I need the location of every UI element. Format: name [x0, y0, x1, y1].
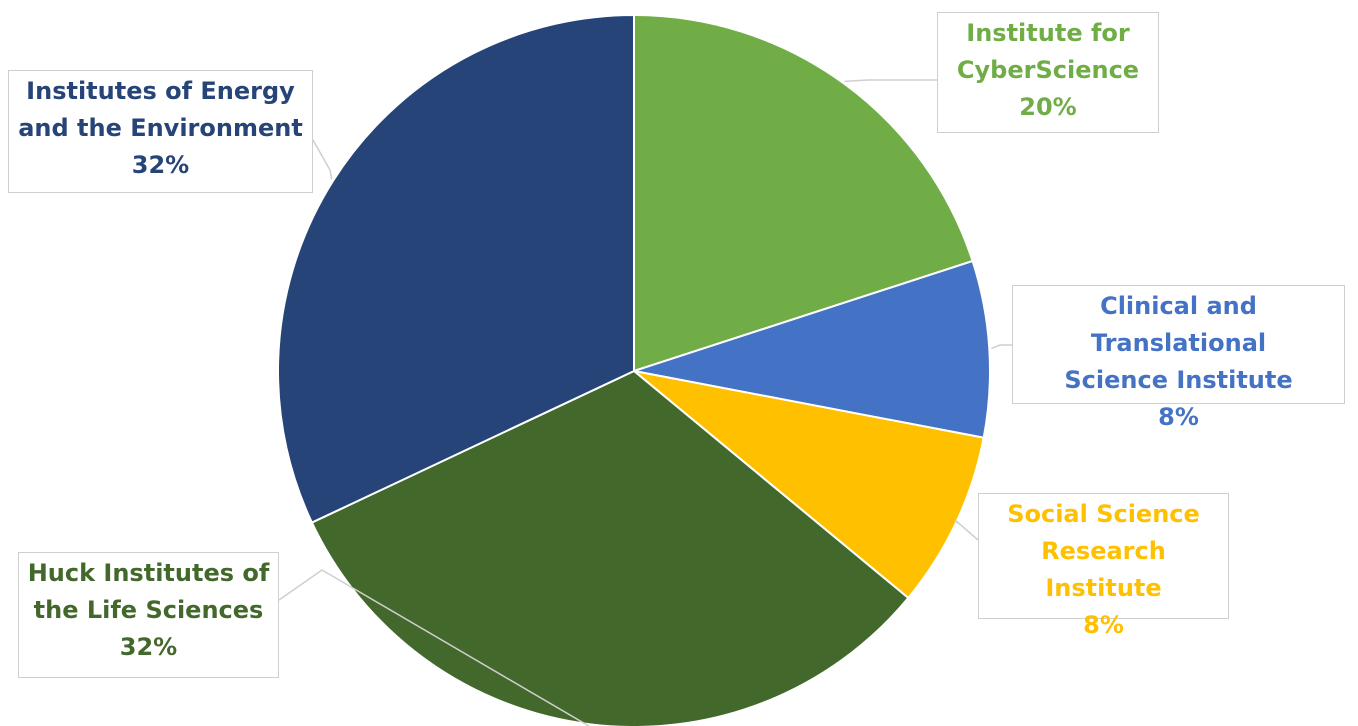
callout-label-clinical-and-translational: Clinical and Translational Science Insti… — [1012, 285, 1345, 431]
callout-label-value: 32% — [119, 633, 178, 661]
pie-slices — [277, 13, 991, 726]
callout-label-value: 8% — [1158, 403, 1199, 431]
pie-slice-institutes-of-energy-and-the-environment — [277, 13, 635, 524]
callout-label-line1: Institute for — [966, 19, 1130, 47]
callout-leader-lines — [278, 79, 1012, 726]
callout-label-social-science-research: Social Science Research Institute 8% — [978, 493, 1229, 639]
leader-line-social-science — [954, 519, 979, 541]
callout-label-line2: and the Environment — [18, 114, 303, 142]
leader-line-huck-institutes-of — [278, 569, 590, 726]
pie-slice-institute-for-cyberscience — [633, 13, 974, 373]
callout-label-institutes-of-energy: Institutes of Energy and the Environment… — [8, 70, 313, 193]
pie-slice-huck-institutes-of-the-life-sciences — [310, 369, 910, 726]
leader-line-clinical-and-translational — [991, 344, 1012, 350]
pie-slice-clinical-and-translational-science-institute — [633, 259, 991, 439]
leader-line-institute-for — [844, 79, 937, 83]
callout-label-line2: CyberScience — [956, 56, 1140, 84]
callout-label-line2: Research Institute — [1041, 537, 1166, 602]
callout-label-huck-institutes: Huck Institutes of the Life Sciences 32% — [18, 552, 279, 678]
callout-label-line2: Science Institute — [1064, 366, 1293, 394]
callout-label-line1: Institutes of Energy — [26, 77, 295, 105]
callout-label-line1: Clinical and Translational — [1090, 292, 1267, 357]
callout-label-value: 32% — [131, 151, 190, 179]
callout-label-value: 8% — [1083, 611, 1124, 639]
pie-slice-social-science-research-institute — [633, 370, 985, 600]
callout-label-line1: Huck Institutes of — [27, 559, 270, 587]
callout-label-line1: Social Science — [1007, 500, 1200, 528]
callout-label-line2: the Life Sciences — [33, 596, 264, 624]
callout-label-value: 20% — [1019, 93, 1077, 121]
callout-label-institute-for-cyberscience: Institute for CyberScience 20% — [937, 12, 1159, 133]
leader-line-institutes-of-energy — [312, 139, 333, 180]
